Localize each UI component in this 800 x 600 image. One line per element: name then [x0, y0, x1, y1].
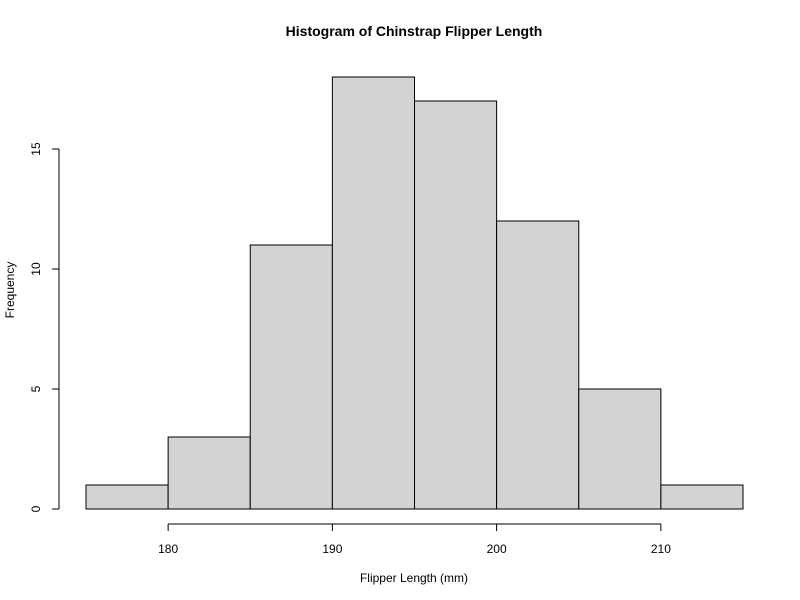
histogram-bar	[85, 484, 169, 510]
y-axis-label: Frequency	[3, 262, 17, 319]
x-axis-label: Flipper Length (mm)	[360, 571, 468, 585]
y-tick-label: 10	[29, 262, 43, 276]
x-tick-label: 200	[487, 542, 507, 556]
bars-group	[85, 76, 744, 510]
x-tick-label: 180	[158, 542, 178, 556]
chart-title: Histogram of Chinstrap Flipper Length	[286, 23, 543, 39]
x-axis: 180 190 200 210	[158, 523, 671, 556]
histogram-bar	[496, 220, 580, 510]
y-axis: 0 5 10 15	[29, 142, 60, 512]
y-tick-label: 5	[29, 385, 43, 392]
histogram-bar	[414, 100, 498, 510]
y-tick-label: 0	[29, 505, 43, 512]
histogram-bar	[578, 388, 662, 510]
histogram-bar	[167, 436, 251, 510]
histogram-bar	[249, 244, 333, 510]
x-tick-label: 190	[322, 542, 342, 556]
histogram-bar	[660, 484, 744, 510]
x-tick-label: 210	[651, 542, 671, 556]
y-tick-label: 15	[29, 142, 43, 156]
histogram-bar	[331, 76, 416, 510]
